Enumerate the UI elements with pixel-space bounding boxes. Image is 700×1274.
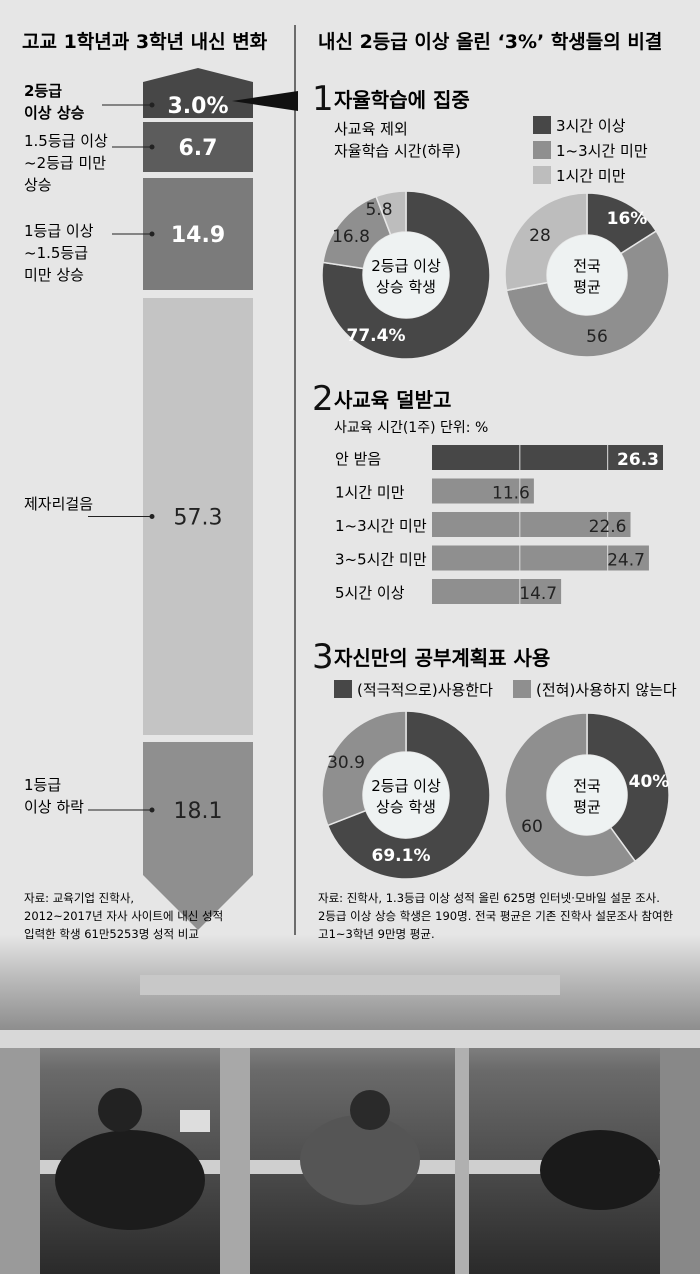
bar-segment <box>143 742 253 930</box>
donut-center-label: 2등급 이상 <box>371 777 441 795</box>
donut-center-label: 전국 <box>573 257 601 275</box>
bar <box>432 545 649 571</box>
bar-category-label: 1.5등급 이상 <box>24 132 108 150</box>
donut-hole <box>547 235 627 315</box>
bar <box>432 445 663 470</box>
study-room-photo <box>0 935 700 1274</box>
right-source-note: 2등급 이상 상승 학생은 190명. 전국 평균은 기존 진학사 설문조사 참… <box>318 909 674 923</box>
bar-segment <box>143 298 253 735</box>
bar-category-label: 제자리걸음 <box>24 495 93 513</box>
section-title: 자율학습에 집중 <box>334 88 470 112</box>
right-source-note: 자료: 진학사, 1.3등급 이상 성적 올린 625명 인터넷·모바일 설문 … <box>318 891 660 905</box>
bar-value-label: 57.3 <box>174 506 223 531</box>
bar-segment <box>143 178 253 290</box>
bar-value-label: 11.6 <box>492 484 530 504</box>
right-source-note: 고1~3학년 9만명 평균. <box>318 927 435 941</box>
bar-segment <box>143 122 253 172</box>
bar-value-label: 6.7 <box>179 136 218 161</box>
donut-hole <box>363 752 449 838</box>
right-title: 내신 2등급 이상 올린 ‘3%’ 학생들의 비결 <box>318 31 662 53</box>
section-subtitle: 자율학습 시간(하루) <box>334 142 461 160</box>
bar-value-label: 14.9 <box>171 223 225 248</box>
legend-label: (적극적으로)사용한다 <box>357 681 493 699</box>
legend-swatch <box>533 116 551 134</box>
bar-category-label: ~1.5등급 <box>24 244 88 262</box>
donut-value-label: 60 <box>521 817 543 837</box>
bar-value-label: 18.1 <box>174 799 223 824</box>
leader-dot <box>149 231 155 237</box>
left-title: 고교 1학년과 3학년 내신 변화 <box>22 31 268 53</box>
bar-value-label: 14.7 <box>519 584 557 604</box>
donut-center-label: 전국 <box>573 777 601 795</box>
bar-segment <box>143 68 253 118</box>
donut-value-label: 40% <box>629 772 670 792</box>
bar-category-label: 1~3시간 미만 <box>335 517 427 535</box>
legend-swatch <box>513 680 531 698</box>
leader-dot <box>149 807 155 813</box>
left-source-note: 2012~2017년 자사 사이트에 내신 성적 <box>24 909 223 923</box>
donut-center-label: 평균 <box>573 798 601 816</box>
donut-value-label: 30.9 <box>327 753 365 773</box>
donut-hole <box>547 755 627 835</box>
donut-hole <box>363 232 449 318</box>
bar <box>432 579 562 604</box>
left-source-note: 자료: 교육기업 진학사, <box>24 891 134 905</box>
donut-center-label: 상승 학생 <box>376 798 436 816</box>
donut-value-label: 5.8 <box>365 200 392 220</box>
bar-category-label: 1시간 미만 <box>335 484 405 502</box>
bar-category-label: 안 받음 <box>335 450 381 468</box>
donut-value-label: 69.1% <box>372 846 431 866</box>
leader-dot <box>149 102 155 108</box>
section-number: 3 <box>312 637 334 677</box>
legend-label: 1~3시간 미만 <box>556 142 648 160</box>
legend-swatch <box>334 680 352 698</box>
section-number: 1 <box>312 79 334 119</box>
bar-value-label: 26.3 <box>617 450 659 470</box>
bar-category-label: 상승 <box>24 176 52 194</box>
donut-value-label: 16.8 <box>332 227 370 247</box>
bar-value-label: 22.6 <box>589 517 627 537</box>
bar-category-label: 3~5시간 미만 <box>335 551 427 569</box>
donut-slice <box>586 712 670 863</box>
bar <box>432 512 631 537</box>
bar-category-label: 1등급 이상 <box>24 222 94 240</box>
leader-dot <box>149 514 155 519</box>
donut-center-label: 상승 학생 <box>376 278 436 296</box>
legend-label: (전혀)사용하지 않는다 <box>536 681 677 699</box>
donut-value-label: 16% <box>607 209 648 229</box>
section-3-study-planner: 3 자신만의 공부계획표 사용 (적극적으로)사용한다 (전혀)사용하지 않는다 2등급… <box>312 637 677 880</box>
donut-center-label: 2등급 이상 <box>371 257 441 275</box>
bar-category-label: 1등급 <box>24 776 61 794</box>
leader-dot <box>149 144 155 150</box>
bar-value-label: 24.7 <box>607 551 645 571</box>
bar-category-label: 이상 하락 <box>24 798 84 816</box>
donut-value-label: 56 <box>586 327 608 347</box>
bar-category-label: 이상 상승 <box>24 104 85 122</box>
legend-swatch <box>533 166 551 184</box>
legend-label: 3시간 이상 <box>556 117 626 135</box>
section-number: 2 <box>312 379 334 419</box>
bar <box>432 478 534 504</box>
section-subtitle: 사교육 제외 <box>334 120 408 138</box>
bar-category-label: 5시간 이상 <box>335 584 405 602</box>
bar-value-label: 3.0% <box>167 94 228 119</box>
pointer-wedge <box>232 91 298 111</box>
section-title: 자신만의 공부계획표 사용 <box>334 646 550 670</box>
section-title: 사교육 덜받고 <box>334 388 451 412</box>
donut-center-label: 평균 <box>573 278 601 296</box>
left-source-note: 입력한 학생 61만5253명 성적 비교 <box>24 927 199 941</box>
bar-category-label: 2등급 <box>24 82 62 100</box>
donut-value-label: 28 <box>529 226 551 246</box>
bar-category-label: 미만 상승 <box>24 266 84 284</box>
legend-label: 1시간 미만 <box>556 167 626 185</box>
section-subtitle: 사교육 시간(1주) 단위: % <box>334 420 488 436</box>
legend-swatch <box>533 141 551 159</box>
bar-category-label: ~2등급 미만 <box>24 154 106 172</box>
donut-value-label: 77.4% <box>347 326 406 346</box>
